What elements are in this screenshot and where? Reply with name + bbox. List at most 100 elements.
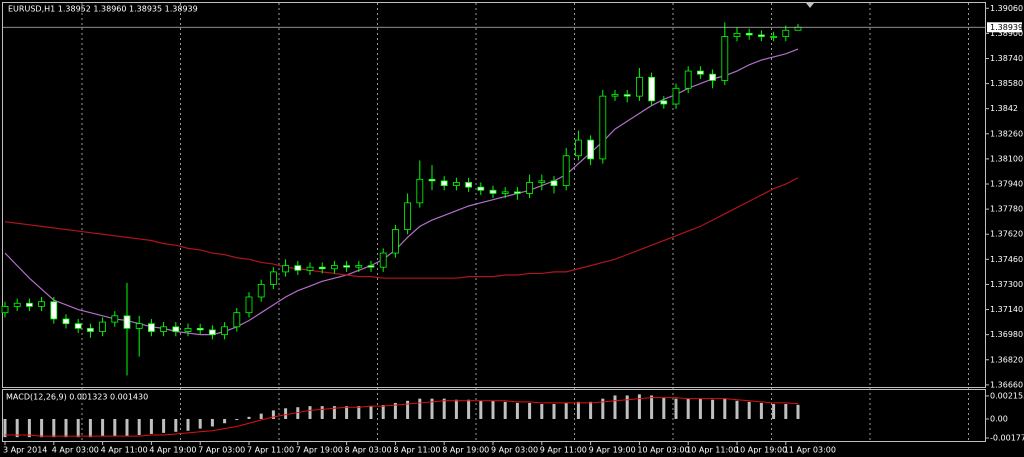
y-tick-label: 1.38100: [990, 154, 1023, 163]
macd-bar: [64, 418, 68, 438]
x-tick-label: 9 Apr 03:00: [491, 446, 538, 455]
x-tick-label: 10 Apr 03:00: [637, 446, 689, 455]
macd-bar: [735, 400, 739, 419]
candle-body: [721, 36, 729, 81]
candle-body: [184, 327, 192, 332]
candle-body: [355, 265, 363, 268]
macd-bar: [418, 398, 422, 419]
candle-body: [135, 323, 143, 329]
chart-title: EURUSD,H1 1.38952 1.38960 1.38935 1.3893…: [8, 5, 198, 14]
candle-body: [697, 70, 704, 75]
macd-bar: [308, 406, 312, 419]
macd-panel-frame: [2, 389, 986, 442]
macd-bar: [149, 418, 153, 434]
candle-body: [562, 155, 570, 186]
x-tick-label: 7 Apr 03:00: [198, 446, 245, 455]
macd-bar: [137, 418, 141, 436]
x-tick-label: 4 Apr 03:00: [52, 446, 99, 455]
candle-body: [318, 266, 326, 270]
candle-body: [611, 94, 619, 97]
macd-bar: [101, 418, 105, 437]
candle-body: [294, 265, 302, 271]
macd-bar: [467, 399, 471, 419]
candle-body: [416, 178, 424, 204]
macd-bar: [271, 410, 275, 419]
candle-body: [269, 271, 277, 285]
grid: [81, 3, 969, 441]
candle-body: [575, 139, 582, 157]
candle-body: [196, 327, 204, 331]
candle-body: [465, 182, 473, 188]
macd-bar: [235, 418, 239, 421]
x-tick-label: 10 Apr 11:00: [686, 446, 738, 455]
candle-body: [74, 323, 82, 329]
candle-body: [233, 312, 241, 328]
macd-bar: [637, 394, 641, 419]
candle-body: [221, 326, 229, 336]
macd-bar: [186, 418, 190, 431]
macd-bar: [698, 398, 702, 419]
candle-body: [428, 178, 436, 182]
x-tick-label: 10 Apr 19:00: [735, 446, 787, 455]
y-tick-label: 1.36980: [990, 330, 1023, 339]
signal-line: [5, 397, 799, 437]
candle-body: [514, 191, 521, 194]
macd-bar: [3, 418, 7, 438]
macd-bar: [503, 401, 507, 419]
macd-bar: [576, 401, 580, 419]
candle-body: [62, 318, 70, 325]
macd-bar: [491, 400, 495, 419]
candle-body: [99, 321, 106, 332]
y-tick-label: 1.36820: [990, 355, 1023, 364]
y-tick-label: 1.37140: [990, 305, 1023, 314]
marks: 1.39060 1.38900 1.38740 1.38580 1.3842 1.3826…: [1, 4, 1024, 455]
macd-bar: [759, 402, 763, 419]
macd-bar: [345, 406, 349, 419]
macd-bar: [625, 395, 629, 419]
x-tick-label: 8 Apr 03:00: [345, 446, 392, 455]
y-tick-label: 1.38740: [990, 54, 1023, 63]
candle-body: [709, 73, 716, 81]
macd-bar: [406, 400, 410, 419]
x-tick-label: 4 Apr 11:00: [101, 446, 148, 455]
macd-bar: [40, 418, 44, 438]
x-tick-label: 4 Apr 19:00: [149, 446, 196, 455]
y-tick-label: 1.39060: [990, 4, 1023, 13]
macd-bar: [662, 397, 666, 419]
candle-body: [379, 252, 387, 268]
candle-body: [245, 296, 253, 314]
y-tick-label: 1.36660: [990, 380, 1023, 389]
y-tick-label: 1.38580: [990, 79, 1023, 88]
candle-body: [172, 326, 180, 332]
macd-bar: [393, 402, 397, 419]
macd-bar: [381, 405, 385, 419]
moving-average-line: [4, 48, 799, 336]
y-tick-label: 0.00: [990, 414, 1008, 423]
macd-bar: [479, 400, 483, 419]
macd-bar: [27, 418, 31, 438]
macd-bar: [430, 398, 434, 419]
x-tick-label: 7 Apr 19:00: [296, 446, 343, 455]
y-tick-label: -0.001779: [990, 433, 1024, 442]
macd-bar: [162, 418, 166, 433]
macd-bar: [284, 408, 288, 419]
macd-bar: [711, 399, 715, 419]
candle-body: [501, 191, 509, 194]
candle-body: [770, 36, 777, 38]
x-tick-label: 8 Apr 19:00: [442, 446, 489, 455]
macd-bar: [52, 418, 56, 438]
macd-bar: [674, 398, 678, 419]
candle-body: [733, 32, 741, 37]
candle-body: [160, 326, 168, 332]
macd-bar: [540, 404, 544, 419]
x-tick-label: 11 Apr 03:00: [784, 446, 836, 455]
y-tick-label: 1.37620: [990, 230, 1023, 239]
candle-body: [111, 315, 119, 323]
price-panel-frame: [2, 2, 986, 388]
macd-bar: [223, 418, 227, 424]
candle-body: [758, 34, 765, 37]
x-tick-label: 9 Apr 19:00: [589, 446, 636, 455]
macd-bar: [686, 398, 690, 419]
candle-body: [794, 26, 802, 31]
candle-body: [587, 139, 594, 160]
